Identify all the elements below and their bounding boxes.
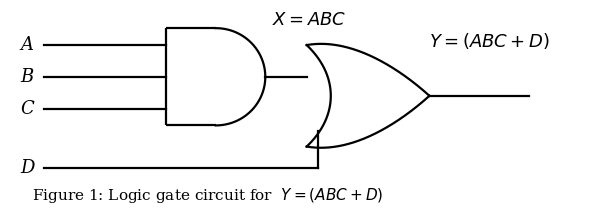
Text: B: B <box>20 68 34 86</box>
Text: D: D <box>20 159 35 177</box>
Text: C: C <box>20 100 34 117</box>
Text: Figure 1: Logic gate circuit for  $Y = (ABC + D)$: Figure 1: Logic gate circuit for $Y = (A… <box>32 186 384 205</box>
Text: $X = ABC$: $X = ABC$ <box>271 11 346 29</box>
Text: $Y = (ABC + D)$: $Y = (ABC + D)$ <box>430 31 550 51</box>
Text: A: A <box>20 36 33 54</box>
